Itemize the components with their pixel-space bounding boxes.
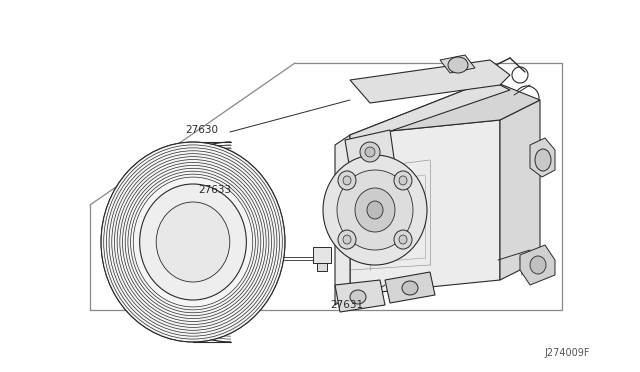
Polygon shape (385, 272, 435, 303)
Ellipse shape (402, 281, 418, 295)
Polygon shape (520, 245, 555, 285)
Ellipse shape (365, 147, 375, 157)
Ellipse shape (448, 57, 468, 73)
Polygon shape (350, 80, 510, 145)
Ellipse shape (343, 176, 351, 185)
Polygon shape (335, 280, 385, 312)
Text: 27631: 27631 (330, 300, 363, 310)
Polygon shape (313, 247, 331, 263)
Ellipse shape (360, 142, 380, 162)
Ellipse shape (394, 171, 412, 190)
Polygon shape (440, 55, 475, 73)
Ellipse shape (350, 290, 366, 304)
Ellipse shape (140, 184, 246, 300)
Text: 27633: 27633 (198, 185, 231, 195)
Polygon shape (350, 120, 500, 295)
Ellipse shape (343, 235, 351, 244)
Text: 27630: 27630 (185, 125, 218, 135)
Ellipse shape (355, 188, 395, 232)
Ellipse shape (530, 256, 546, 274)
Ellipse shape (101, 142, 285, 342)
Ellipse shape (535, 149, 551, 171)
Ellipse shape (156, 202, 230, 282)
Polygon shape (335, 135, 350, 305)
Polygon shape (317, 263, 327, 271)
Ellipse shape (338, 171, 356, 190)
Polygon shape (350, 60, 510, 103)
Ellipse shape (399, 235, 407, 244)
Polygon shape (500, 100, 540, 280)
Text: J274009F: J274009F (545, 348, 590, 358)
Ellipse shape (337, 170, 413, 250)
Ellipse shape (394, 230, 412, 249)
Ellipse shape (338, 230, 356, 249)
Polygon shape (530, 138, 555, 177)
Polygon shape (350, 80, 540, 135)
Polygon shape (345, 130, 395, 170)
Ellipse shape (323, 155, 427, 265)
Ellipse shape (367, 201, 383, 219)
Ellipse shape (399, 176, 407, 185)
